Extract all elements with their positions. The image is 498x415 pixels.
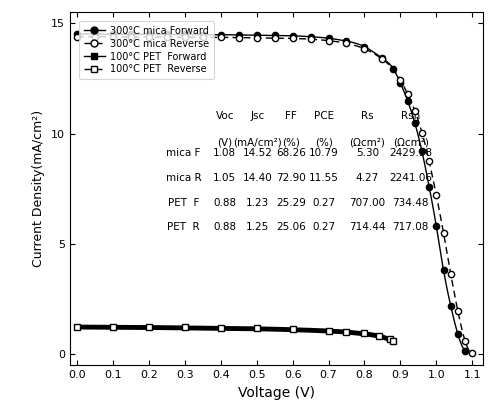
Text: 734.48: 734.48 — [392, 198, 429, 208]
Text: 68.26: 68.26 — [276, 148, 306, 158]
Text: 2241.06: 2241.06 — [389, 173, 432, 183]
Text: (mA/cm²): (mA/cm²) — [234, 138, 282, 148]
Text: Rs: Rs — [361, 111, 374, 121]
Text: 0.27: 0.27 — [312, 222, 336, 232]
Text: mica R: mica R — [165, 173, 201, 183]
X-axis label: Voltage (V): Voltage (V) — [238, 386, 315, 400]
Text: (Ωcm²): (Ωcm²) — [350, 138, 385, 148]
Text: 5.30: 5.30 — [356, 148, 379, 158]
Text: 11.55: 11.55 — [309, 173, 339, 183]
Text: 25.29: 25.29 — [276, 198, 306, 208]
Text: 72.90: 72.90 — [276, 173, 306, 183]
Text: Voc: Voc — [216, 111, 234, 121]
Text: Jsc: Jsc — [250, 111, 265, 121]
Text: 1.25: 1.25 — [246, 222, 269, 232]
Text: FF: FF — [285, 111, 297, 121]
Text: 717.08: 717.08 — [392, 222, 429, 232]
Text: 4.27: 4.27 — [356, 173, 379, 183]
Text: 707.00: 707.00 — [349, 198, 385, 208]
Text: 14.52: 14.52 — [243, 148, 273, 158]
Text: 10.79: 10.79 — [309, 148, 339, 158]
Text: 1.08: 1.08 — [213, 148, 236, 158]
Text: 2429.98: 2429.98 — [389, 148, 432, 158]
Text: PCE: PCE — [314, 111, 334, 121]
Text: PET  F: PET F — [168, 198, 199, 208]
Text: (V): (V) — [217, 138, 232, 148]
Text: 0.27: 0.27 — [312, 198, 336, 208]
Text: Rsh: Rsh — [401, 111, 420, 121]
Text: 714.44: 714.44 — [349, 222, 385, 232]
Text: 0.88: 0.88 — [213, 198, 236, 208]
Text: 1.05: 1.05 — [213, 173, 236, 183]
Text: 14.40: 14.40 — [243, 173, 273, 183]
Legend: 300°C mica Forward, 300°C mica Reverse, 100°C PET  Forward, 100°C PET  Reverse: 300°C mica Forward, 300°C mica Reverse, … — [79, 21, 214, 79]
Y-axis label: Current Density(mA/cm²): Current Density(mA/cm²) — [32, 110, 45, 267]
Text: PET  R: PET R — [167, 222, 200, 232]
Text: (%): (%) — [282, 138, 300, 148]
Text: 0.88: 0.88 — [213, 222, 236, 232]
Text: (Ωcm²): (Ωcm²) — [393, 138, 429, 148]
Text: 25.06: 25.06 — [276, 222, 306, 232]
Text: (%): (%) — [315, 138, 333, 148]
Text: 1.23: 1.23 — [246, 198, 269, 208]
Text: mica F: mica F — [166, 148, 201, 158]
